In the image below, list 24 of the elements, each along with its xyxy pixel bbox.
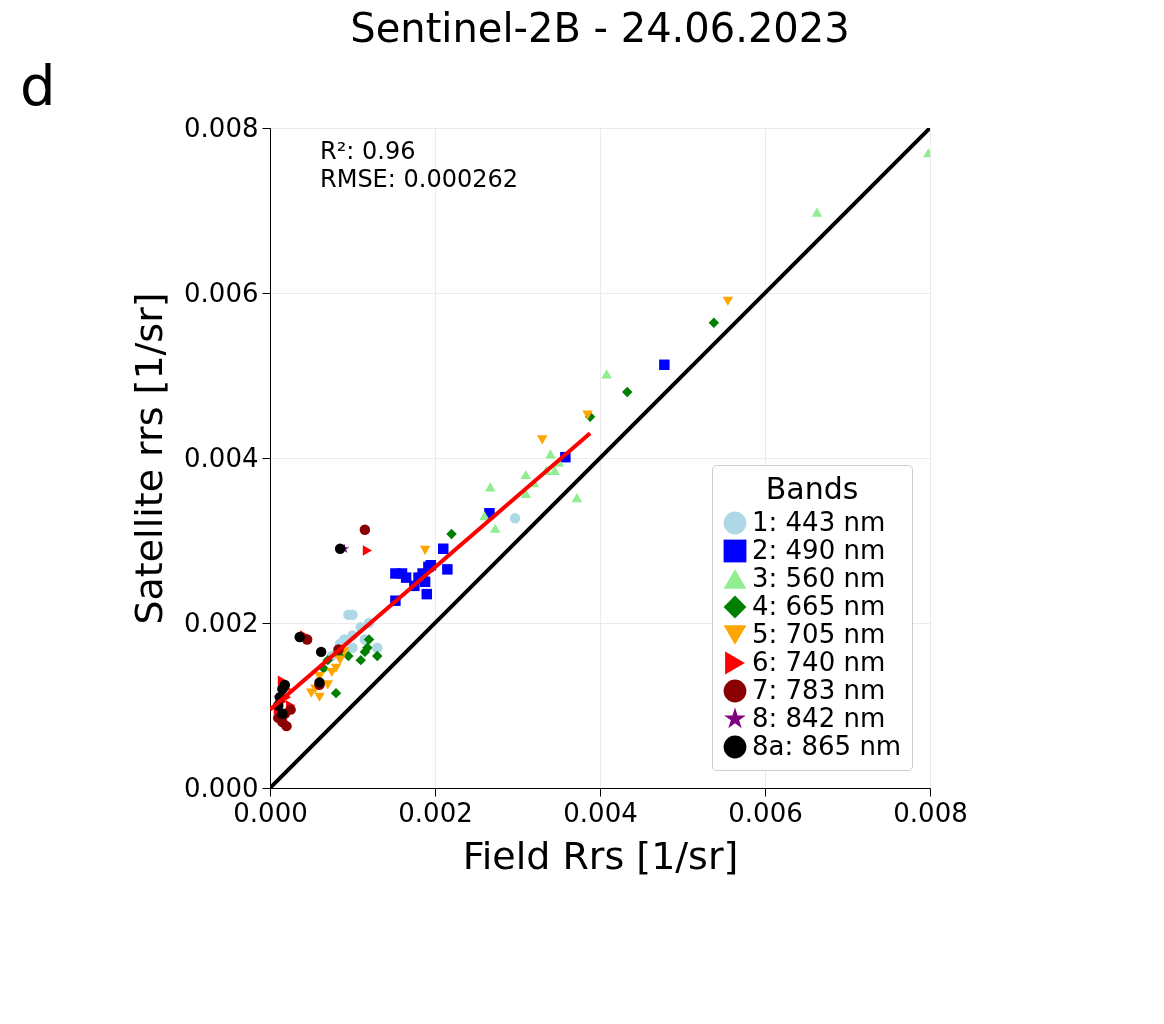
legend-label: 8a: 865 nm bbox=[752, 731, 902, 761]
legend-label: 1: 443 nm bbox=[752, 507, 886, 537]
legend-label: 7: 783 nm bbox=[752, 675, 886, 705]
x-tick-label: 0.008 bbox=[893, 797, 968, 828]
x-tick-label: 0.004 bbox=[563, 797, 638, 828]
y-tick-label: 0.008 bbox=[184, 112, 259, 143]
annotation: RMSE: 0.000262 bbox=[320, 165, 519, 193]
annotation: R²: 0.96 bbox=[320, 137, 416, 165]
y-axis-title: Satellite rrs [1/sr] bbox=[127, 292, 172, 625]
chart-title: Sentinel-2B - 24.06.2023 bbox=[350, 5, 850, 51]
legend-title: Bands bbox=[765, 471, 859, 506]
x-tick-label: 0.006 bbox=[728, 797, 803, 828]
legend-label: 8: 842 nm bbox=[752, 703, 886, 733]
x-tick-label: 0.002 bbox=[398, 797, 473, 828]
y-tick-label: 0.002 bbox=[184, 607, 259, 638]
x-axis-title: Field Rrs [1/sr] bbox=[462, 833, 739, 878]
legend-label: 5: 705 nm bbox=[752, 619, 886, 649]
legend-label: 2: 490 nm bbox=[752, 535, 886, 565]
legend-label: 6: 740 nm bbox=[752, 647, 886, 677]
y-tick-label: 0.004 bbox=[184, 442, 259, 473]
legend-label: 4: 665 nm bbox=[752, 591, 886, 621]
legend-label: 3: 560 nm bbox=[752, 563, 886, 593]
text: d bbox=[20, 53, 56, 118]
y-tick-label: 0.006 bbox=[184, 277, 259, 308]
